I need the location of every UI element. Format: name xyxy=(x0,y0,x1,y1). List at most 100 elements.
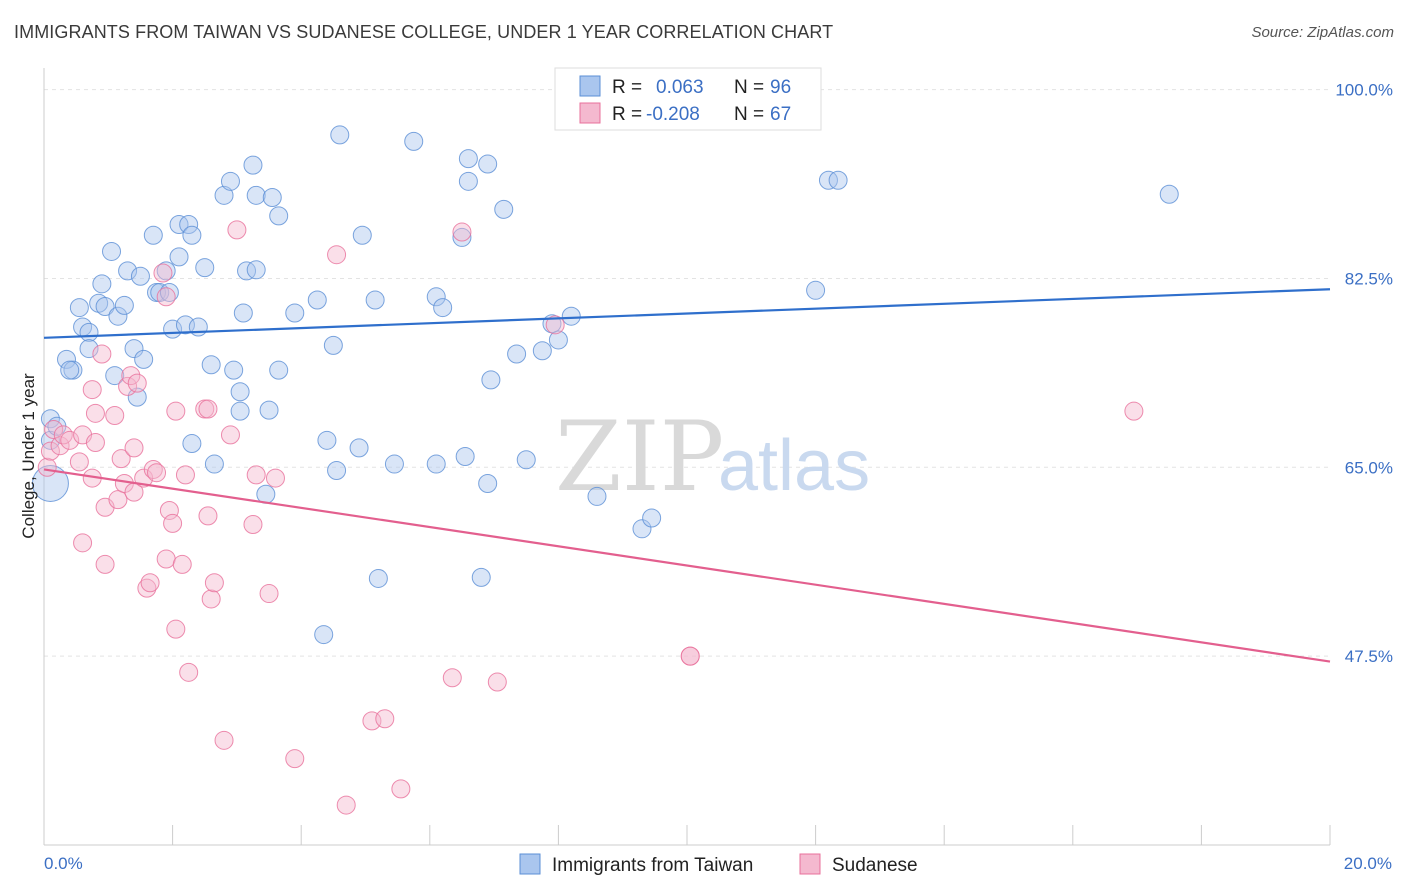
taiwan-point-62 xyxy=(352,225,372,245)
sudanese-point-27 xyxy=(140,573,160,593)
sudanese-point-56 xyxy=(375,709,395,729)
taiwan-point-60 xyxy=(327,461,347,481)
series-sudanese-points xyxy=(37,220,1144,815)
sudanese-point-57 xyxy=(391,779,411,799)
legend-swatch-blue xyxy=(579,75,601,97)
sudanese-point-10 xyxy=(82,380,102,400)
chart-title: IMMIGRANTS FROM TAIWAN VS SUDANESE COLLE… xyxy=(14,22,834,42)
taiwan-point-90 xyxy=(828,170,848,190)
sudanese-point-39 xyxy=(179,662,199,682)
taiwan-point-32 xyxy=(182,225,202,245)
taiwan-point-69 xyxy=(433,298,453,318)
taiwan-trend-line xyxy=(43,288,1331,339)
sudanese-point-31 xyxy=(156,287,176,307)
sudanese-point-60 xyxy=(487,672,507,692)
sudanese-point-6 xyxy=(69,452,89,472)
sudanese-point-44 xyxy=(204,573,224,593)
y-tick-label-2: 82.5% xyxy=(1345,269,1393,288)
sudanese-point-17 xyxy=(108,490,128,510)
sudanese-point-46 xyxy=(220,425,240,445)
taiwan-point-46 xyxy=(243,155,263,175)
sudanese-point-54 xyxy=(336,795,356,815)
taiwan-point-86 xyxy=(632,519,652,539)
trend-lines xyxy=(43,288,1331,663)
legend-r-value-1: 0.063 xyxy=(656,77,704,98)
sudanese-point-5 xyxy=(60,430,80,450)
taiwan-point-89 xyxy=(818,170,838,190)
taiwan-point-68 xyxy=(426,454,446,474)
taiwan-point-85 xyxy=(587,486,607,506)
taiwan-point-31 xyxy=(179,214,199,234)
sudanese-point-1 xyxy=(40,441,60,461)
sudanese-point-50 xyxy=(259,584,279,604)
sudanese-point-53 xyxy=(327,245,347,265)
taiwan-point-4 xyxy=(57,349,77,369)
taiwan-point-58 xyxy=(317,430,337,450)
taiwan-point-41 xyxy=(224,360,244,380)
chart-source: Source: ZipAtlas.com xyxy=(1251,24,1394,41)
taiwan-point-74 xyxy=(471,567,491,587)
sudanese-point-61 xyxy=(545,315,565,335)
taiwan-point-14 xyxy=(102,241,122,261)
sudanese-point-58 xyxy=(442,668,462,688)
legend-swatch-pink xyxy=(579,102,601,124)
taiwan-point-21 xyxy=(134,349,154,369)
taiwan-point-59 xyxy=(323,335,343,355)
watermark-atlas: atlas xyxy=(718,426,870,506)
sudanese-point-29 xyxy=(147,463,167,483)
taiwan-point-36 xyxy=(195,258,215,278)
taiwan-point-23 xyxy=(143,225,163,245)
sudanese-point-48 xyxy=(243,514,263,534)
legend-r-value-2: -0.208 xyxy=(646,104,700,125)
taiwan-point-22 xyxy=(130,266,150,286)
taiwan-point-56 xyxy=(307,290,327,310)
taiwan-point-65 xyxy=(384,454,404,474)
sudanese-point-43 xyxy=(201,589,221,609)
taiwan-point-67 xyxy=(426,287,446,307)
legend-r-label-1: R = xyxy=(612,77,642,98)
taiwan-point-18 xyxy=(118,261,138,281)
taiwan-point-19 xyxy=(124,339,144,359)
sudanese-point-30 xyxy=(153,263,173,283)
sudanese-point-64 xyxy=(1124,401,1144,421)
taiwan-point-70 xyxy=(452,227,472,247)
taiwan-point-61 xyxy=(349,438,369,458)
taiwan-point-50 xyxy=(259,400,279,420)
sudanese-point-47 xyxy=(227,220,247,240)
sudanese-point-42 xyxy=(198,506,218,526)
taiwan-point-9 xyxy=(79,322,99,342)
taiwan-point-52 xyxy=(269,206,289,226)
taiwan-point-0 xyxy=(40,409,60,429)
x-tick-label-min: 0.0% xyxy=(44,854,83,873)
taiwan-point-10 xyxy=(79,339,99,359)
watermark: ZIP atlas xyxy=(555,401,870,513)
taiwan-point-15 xyxy=(105,366,125,386)
taiwan-point-63 xyxy=(365,290,385,310)
sudanese-point-18 xyxy=(111,449,131,469)
taiwan-point-79 xyxy=(507,344,527,364)
watermark-zip: ZIP xyxy=(555,401,724,513)
taiwan-point-12 xyxy=(92,274,112,294)
sudanese-point-49 xyxy=(246,465,266,485)
taiwan-point-81 xyxy=(532,341,552,361)
taiwan-point-34 xyxy=(182,434,202,454)
sudanese-trend-line xyxy=(43,468,1331,663)
taiwan-point-37 xyxy=(201,355,221,375)
taiwan-point-40 xyxy=(220,171,240,191)
taiwan-point-43 xyxy=(230,401,250,421)
taiwan-point-6 xyxy=(60,360,80,380)
taiwan-point-57 xyxy=(314,625,334,645)
sudanese-point-35 xyxy=(166,401,186,421)
sudanese-point-37 xyxy=(172,554,192,574)
sudanese-point-28 xyxy=(143,459,163,479)
sudanese-point-34 xyxy=(163,513,183,533)
taiwan-point-30 xyxy=(169,214,189,234)
bottom-legend-label-sudanese: Sudanese xyxy=(832,855,918,876)
legend-n-label-1: N = xyxy=(734,77,764,98)
sudanese-point-4 xyxy=(53,425,73,445)
taiwan-point-66 xyxy=(404,131,424,151)
legend-n-value-2: 67 xyxy=(770,104,791,125)
sudanese-point-32 xyxy=(156,549,176,569)
sudanese-point-63 xyxy=(680,646,700,666)
